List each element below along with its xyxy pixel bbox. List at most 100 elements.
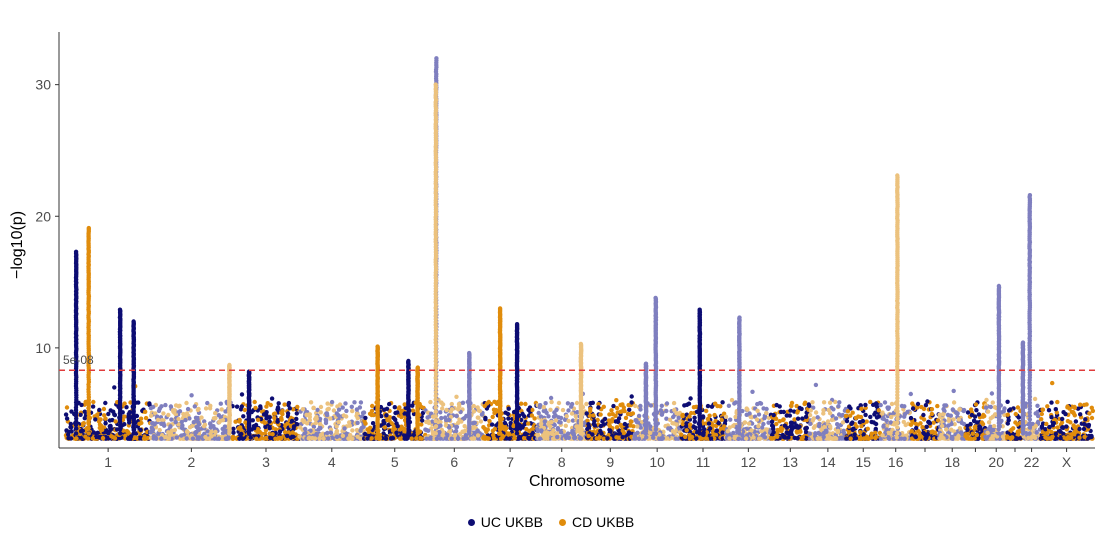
snp-point [815, 436, 820, 441]
snp-point [308, 400, 314, 405]
snp-point [220, 418, 226, 423]
snp-point [111, 435, 116, 440]
snp-point [489, 422, 495, 427]
snp-point [988, 427, 994, 432]
snp-point [168, 424, 173, 429]
snp-point [352, 400, 357, 405]
snp-point [384, 413, 389, 418]
chromosome-points-20 [983, 391, 1010, 441]
snp-point [294, 416, 299, 422]
snp-point [233, 419, 238, 424]
snp-point [769, 419, 775, 424]
snp-point [937, 412, 942, 417]
snp-point [463, 428, 468, 433]
snp-point [788, 430, 794, 435]
snp-point [1053, 431, 1059, 437]
snp-point [143, 409, 148, 414]
snp-point [454, 424, 459, 430]
snp-point [1033, 411, 1038, 416]
snp-point [98, 417, 103, 422]
snp-point [202, 431, 207, 436]
snp-point [660, 436, 665, 441]
snp-point [952, 422, 957, 427]
snp-point [811, 416, 816, 421]
snp-point [177, 409, 183, 414]
snp-point [605, 436, 610, 441]
snp-point [399, 414, 404, 420]
snp-point [367, 411, 373, 416]
snp-point [821, 434, 826, 440]
snp-point [507, 436, 512, 441]
snp-point [625, 411, 631, 417]
snp-point [620, 428, 625, 433]
snp-point [574, 400, 580, 406]
snp-point [455, 436, 461, 441]
snp-point [285, 421, 290, 426]
snp-point [908, 415, 914, 421]
snp-point [443, 423, 449, 428]
snp-point [270, 432, 275, 437]
snp-point [622, 421, 628, 427]
snp-point [150, 420, 155, 426]
snp-point [674, 411, 679, 416]
snp-point [1081, 426, 1087, 432]
snp-point [318, 425, 323, 431]
snp-point [100, 435, 106, 441]
snp-point [972, 424, 977, 430]
snp-point [1050, 380, 1055, 386]
snp-point [426, 428, 431, 433]
snp-point [1048, 436, 1053, 441]
snp-point [516, 435, 522, 440]
snp-point [471, 425, 476, 430]
snp-point [965, 410, 971, 415]
snp-point [314, 431, 319, 437]
snp-point [560, 407, 566, 413]
snp-point [824, 429, 829, 434]
snp-point [366, 429, 372, 434]
snp-point [607, 412, 612, 417]
snp-point [1089, 405, 1095, 410]
chromosome-points-X [1038, 380, 1096, 441]
snp-point [1051, 421, 1057, 426]
snp-point [762, 435, 768, 440]
snp-point [355, 415, 360, 421]
snp-point [267, 415, 272, 420]
snp-point [664, 408, 669, 414]
snp-point [808, 408, 813, 413]
snp-point [362, 431, 368, 437]
snp-point [1054, 436, 1059, 441]
snp-point [786, 435, 791, 440]
snp-point [946, 418, 951, 423]
snp-point [134, 413, 140, 419]
snp-point [693, 425, 698, 430]
snp-point [699, 436, 704, 441]
snp-point [835, 422, 840, 427]
snp-point [845, 409, 851, 414]
snp-point [835, 428, 841, 434]
snp-point [756, 412, 762, 417]
snp-point [394, 430, 399, 435]
snp-point [138, 427, 143, 433]
snp-point [667, 417, 673, 422]
snp-point [239, 392, 245, 397]
snp-point [430, 419, 435, 424]
snp-point [334, 434, 340, 439]
snp-point [881, 416, 886, 421]
snp-point [713, 432, 719, 438]
snp-point [485, 436, 490, 441]
snp-point [461, 436, 466, 441]
snp-point [336, 413, 341, 418]
snp-point [205, 429, 210, 434]
snp-point [523, 401, 528, 407]
snp-point [631, 424, 636, 429]
snp-point [586, 422, 591, 427]
snp-point [519, 401, 524, 406]
snp-point [527, 428, 532, 434]
snp-point [727, 425, 732, 430]
snp-point [458, 431, 463, 437]
snp-point [297, 434, 302, 439]
snp-point [544, 410, 549, 415]
snp-point [931, 420, 936, 425]
snp-point [1015, 429, 1021, 434]
snp-point [925, 432, 930, 438]
